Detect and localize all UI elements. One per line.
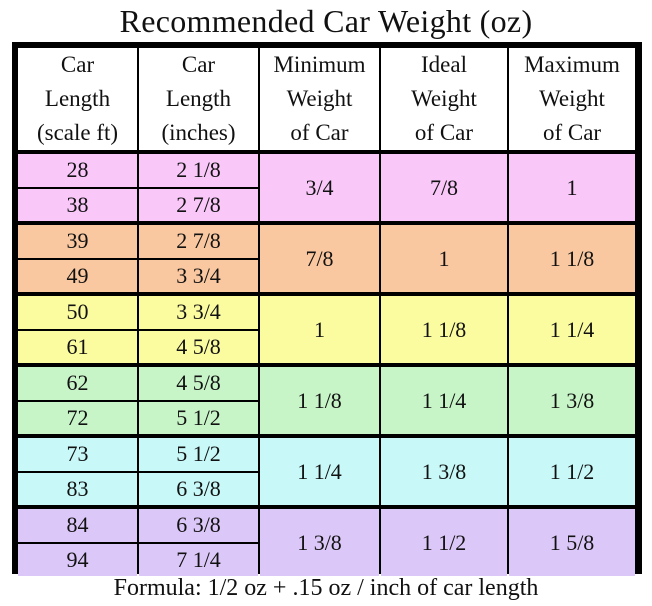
maximum-weight-cell: 1 1/4 [509,296,635,363]
ideal-weight-cell: 1 1/8 [381,296,507,363]
scale-ft-high: 49 [18,259,137,292]
minimum-weight-cell: 7/8 [260,225,379,292]
maximum-weight-cell: 1 [509,154,635,221]
inches-range: 6 3/8 7 1/4 [139,509,258,576]
maximum-weight-cell: 1 1/8 [509,225,635,292]
maximum-weight-cell: 1 3/8 [509,367,635,434]
ideal-weight-cell: 1 [381,225,507,292]
ideal-weight-cell: 7/8 [381,154,507,221]
scale-ft-low: 62 [18,367,137,400]
maximum-weight-cell: 1 1/2 [509,438,635,505]
inches-low: 3 3/4 [139,296,258,329]
minimum-weight-cell: 3/4 [260,154,379,221]
scale-ft-range: 39 49 [18,225,137,292]
scale-ft-low: 73 [18,438,137,471]
inches-range: 2 1/8 2 7/8 [139,154,258,221]
ideal-weight-cell: 1 1/2 [381,509,507,576]
weight-table: Car Length (scale ft) Car Length (inches… [12,42,642,576]
inches-low: 4 5/8 [139,367,258,400]
header-ideal-weight: Ideal Weight of Car [381,48,507,150]
inches-range: 2 7/8 3 3/4 [139,225,258,292]
minimum-weight-cell: 1 1/8 [260,367,379,434]
scale-ft-range: 28 38 [18,154,137,221]
scale-ft-range: 50 61 [18,296,137,363]
header-scale-ft: Car Length (scale ft) [18,48,137,150]
inches-high: 5 1/2 [139,401,258,434]
weight-table-grid: Car Length (scale ft) Car Length (inches… [18,48,636,576]
maximum-weight-cell: 1 5/8 [509,509,635,576]
inches-high: 4 5/8 [139,330,258,363]
minimum-weight-cell: 1 1/4 [260,438,379,505]
inches-low: 2 1/8 [139,154,258,187]
header-inches: Car Length (inches) [139,48,258,150]
scale-ft-range: 73 83 [18,438,137,505]
ideal-weight-cell: 1 3/8 [381,438,507,505]
inches-low: 6 3/8 [139,509,258,542]
inches-range: 5 1/2 6 3/8 [139,438,258,505]
scale-ft-range: 84 94 [18,509,137,576]
scale-ft-high: 83 [18,472,137,505]
inches-high: 3 3/4 [139,259,258,292]
inches-high: 2 7/8 [139,188,258,221]
inches-high: 6 3/8 [139,472,258,505]
inches-low: 2 7/8 [139,225,258,258]
minimum-weight-cell: 1 3/8 [260,509,379,576]
inches-range: 3 3/4 4 5/8 [139,296,258,363]
formula-note: Formula: 1/2 oz + .15 oz / inch of car l… [113,575,539,601]
inches-low: 5 1/2 [139,438,258,471]
scale-ft-low: 84 [18,509,137,542]
scale-ft-low: 50 [18,296,137,329]
scale-ft-low: 39 [18,225,137,258]
scale-ft-high: 72 [18,401,137,434]
scale-ft-low: 28 [18,154,137,187]
inches-high: 7 1/4 [139,543,258,576]
scale-ft-high: 94 [18,543,137,576]
header-minimum-weight: Minimum Weight of Car [260,48,379,150]
inches-range: 4 5/8 5 1/2 [139,367,258,434]
scale-ft-range: 62 72 [18,367,137,434]
header-maximum-weight: Maximum Weight of Car [509,48,635,150]
minimum-weight-cell: 1 [260,296,379,363]
scale-ft-high: 38 [18,188,137,221]
ideal-weight-cell: 1 1/4 [381,367,507,434]
page-title: Recommended Car Weight (oz) [119,3,533,39]
scale-ft-high: 61 [18,330,137,363]
